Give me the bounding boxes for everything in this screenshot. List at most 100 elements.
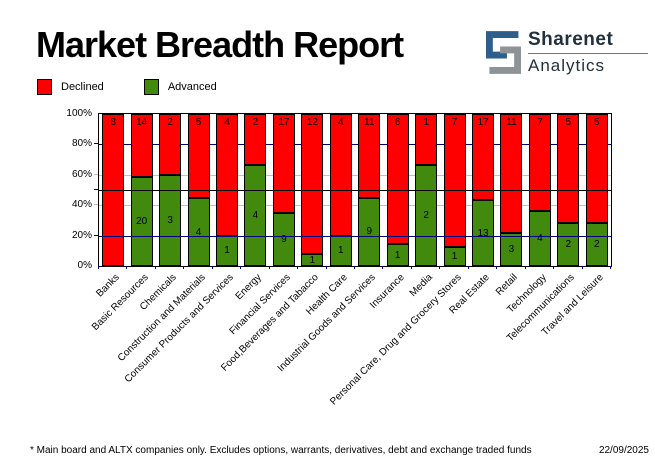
y-tickmark-80 (94, 143, 98, 145)
declined-segment: 11 (358, 114, 381, 198)
chart-legend: Declined Advanced (37, 79, 257, 95)
advanced-segment: 1 (443, 247, 466, 266)
declined-value: 1 (423, 117, 429, 128)
declined-segment: 2 (159, 114, 182, 175)
declined-value: 2 (167, 117, 173, 128)
advanced-segment: 1 (301, 254, 324, 266)
bar-industrial-goods-and-services: 11 9 (358, 114, 381, 266)
footnote: * Main board and ALTX companies only. Ex… (30, 445, 532, 456)
advanced-segment: 1 (216, 235, 238, 266)
declined-segment: 14 (130, 114, 153, 177)
advanced-segment: 2 (415, 164, 438, 266)
advanced-value: 2 (565, 238, 572, 250)
declined-value: 11 (364, 117, 375, 128)
advanced-value: 4 (252, 209, 259, 221)
declined-value: 5 (565, 117, 572, 128)
advanced-segment: 4 (244, 164, 267, 266)
declined-value: 6 (394, 117, 401, 128)
declined-segment: 1 (415, 114, 438, 165)
advanced-value: 4 (537, 232, 543, 244)
gridline-80 (99, 144, 611, 146)
advanced-segment: 2 (585, 222, 608, 266)
gridline-20 (99, 235, 611, 237)
advanced-color-swatch (143, 79, 159, 95)
x-tickmark (382, 266, 384, 269)
bar-food-beverages-and-tabacco: 12 1 (301, 114, 324, 266)
bar-real-estate: 17 13 (472, 114, 494, 266)
declined-value: 12 (306, 117, 318, 128)
x-tickmark (496, 266, 498, 269)
logo-text: Sharenet Analytics (528, 30, 648, 74)
legend-advanced-label: Advanced (167, 81, 217, 93)
x-tickmark (410, 266, 412, 269)
report-date: 22/09/2025 (598, 445, 649, 456)
advanced-value: 1 (451, 251, 458, 262)
gridline-50 (99, 190, 611, 191)
declined-segment: 17 (272, 114, 295, 214)
legend-declined-label: Declined (61, 81, 104, 93)
declined-segment: 17 (472, 114, 494, 201)
declined-value: 14 (136, 117, 148, 128)
declined-value: 8 (110, 117, 116, 128)
x-tickmark (98, 266, 99, 269)
declined-segment: 5 (557, 114, 580, 223)
gridline-40 (99, 205, 611, 207)
y-tick-label: 20% (71, 229, 92, 241)
y-tickmark-40 (94, 204, 98, 206)
declined-value: 4 (224, 117, 230, 128)
y-tickmark-60 (94, 173, 98, 175)
declined-value: 11 (506, 117, 517, 128)
x-tickmark (354, 266, 355, 269)
advanced-value: 3 (167, 214, 173, 226)
legend-item-advanced: Advanced (143, 79, 217, 95)
plot-area: 8 14 20 2 3 5 4 4 1 2 4 17 9 12 1 4 1 11 9 6 1 1 2 7 1 17 13 11 3 7 4 5… (98, 113, 612, 267)
advanced-value: 13 (477, 227, 489, 239)
bar-retail: 11 3 (500, 114, 523, 266)
logo-line2: Analytics (528, 56, 606, 75)
x-tickmark (610, 266, 611, 269)
y-tick-label: 80% (71, 138, 92, 150)
declined-segment: 6 (386, 114, 409, 245)
y-tick-label: 0% (77, 260, 92, 271)
advanced-segment: 1 (386, 244, 409, 266)
x-tickmark (439, 266, 441, 269)
advanced-value: 2 (423, 209, 429, 221)
advanced-segment: 2 (557, 222, 580, 266)
y-tick-label: 60% (71, 168, 92, 180)
x-tickmark (154, 266, 156, 269)
y-tick-label: 40% (71, 199, 92, 211)
advanced-value: 3 (508, 244, 515, 256)
page-title: Market Breadth Report (36, 24, 404, 65)
declined-value: 2 (252, 117, 259, 128)
y-tickmark-20 (94, 234, 98, 236)
x-tickmark (211, 266, 213, 269)
declined-segment: 2 (244, 114, 267, 165)
advanced-segment: 3 (159, 174, 182, 266)
advanced-segment: 13 (472, 200, 494, 266)
x-tickmark (553, 266, 555, 269)
sharenet-logo: Sharenet Analytics (486, 30, 648, 74)
bar-financial-services: 17 9 (272, 114, 295, 266)
x-tickmark (325, 266, 327, 269)
declined-segment: 4 (216, 114, 238, 236)
declined-value: 17 (278, 117, 290, 128)
sharenet-logo-icon (486, 30, 521, 74)
legend-item-declined: Declined (37, 79, 104, 95)
advanced-segment: 9 (272, 213, 295, 266)
advanced-value: 4 (195, 226, 202, 238)
x-tickmark (524, 266, 526, 269)
x-tickmark (467, 266, 469, 269)
advanced-value: 1 (224, 245, 230, 257)
advanced-segment: 20 (130, 176, 153, 266)
declined-value: 5 (195, 117, 202, 128)
y-tick-label: 100% (66, 108, 92, 119)
declined-segment: 7 (443, 114, 466, 247)
declined-segment: 12 (301, 114, 324, 255)
